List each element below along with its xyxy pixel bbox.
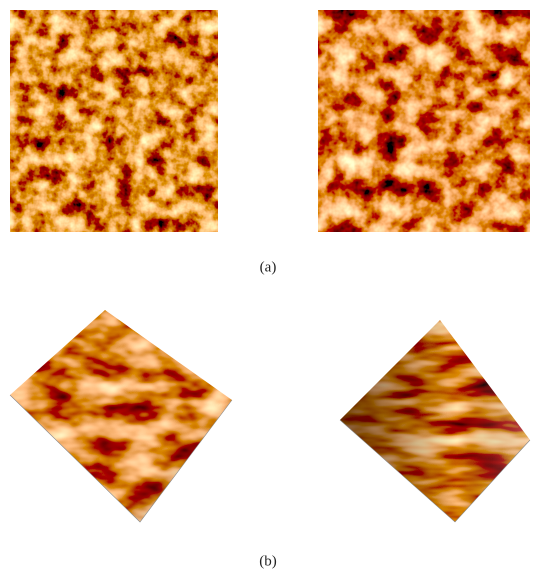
page: (a) (b) (() => { const data = JSON.parse… bbox=[0, 0, 534, 574]
panel-label: (a) bbox=[260, 259, 277, 275]
figure: (a) (b) bbox=[0, 0, 534, 574]
afm-image-2d-right bbox=[318, 10, 530, 232]
panel-label: (b) bbox=[259, 553, 277, 569]
afm-image-2d-left bbox=[10, 10, 218, 232]
afm-image-3d-right bbox=[340, 315, 534, 525]
afm-image-3d-left bbox=[10, 300, 235, 525]
